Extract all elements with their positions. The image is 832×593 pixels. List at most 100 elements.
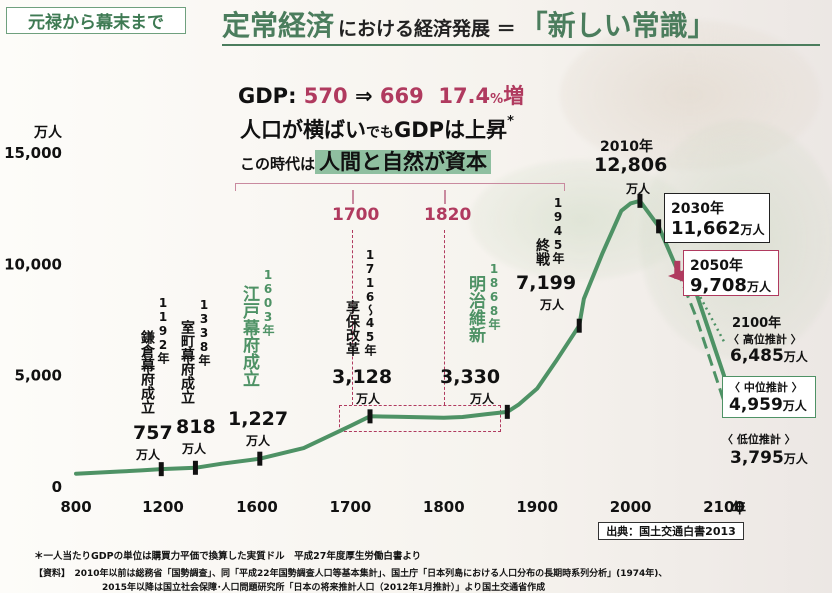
references-line-1: 【資料】 2010年以前は総務省「国勢調査」、同「平成22年国勢調査人口等基本集… xyxy=(34,569,668,579)
year-label-1700: 1700 xyxy=(332,205,380,225)
res-text-a: この時代は xyxy=(240,155,316,173)
series-line-mid xyxy=(74,198,726,476)
pop-text-b: でも xyxy=(366,125,394,141)
x-tick-label: 1600 xyxy=(236,498,278,516)
event-name-edo: 江戸幕府成立 xyxy=(239,285,259,387)
gdp-growth-suffix: 増 xyxy=(503,84,525,108)
y-axis-unit: 万人 xyxy=(34,125,62,141)
unit-kyoho: 万人 xyxy=(356,392,381,406)
event-marker xyxy=(656,219,662,234)
callout-2030-value: 11,662 xyxy=(671,218,741,239)
value-endwar: 7,199 xyxy=(516,272,577,294)
low-estimate-unit: 万人 xyxy=(783,452,808,466)
pop-text-a: 人口が横ばい xyxy=(240,118,366,142)
series-line-low xyxy=(675,269,726,402)
x-tick-label: 2100 xyxy=(703,498,745,516)
value-meiji: 3,330 xyxy=(440,366,501,388)
headline-bracket xyxy=(235,183,565,191)
callout-2050-unit: 万人 xyxy=(746,280,771,294)
stable-period-box xyxy=(339,405,501,432)
y-tick-label: 0 xyxy=(52,478,62,496)
event-name-muromachi: 室町幕府成立 xyxy=(179,320,195,404)
footnote: ＊一人当たりGDPの単位は購買力平価で換算した実質ドル 平成27年度厚生労働白書… xyxy=(34,551,422,562)
high-estimate-unit: 万人 xyxy=(783,350,808,364)
unit-muromachi: 万人 xyxy=(182,442,207,456)
high-estimate-label: 〈 高位推計 〉 xyxy=(728,333,802,346)
gdp-to: 669 xyxy=(379,84,424,108)
low-estimate-value-row: 3,795万人 xyxy=(730,448,808,468)
pop-mark: * xyxy=(507,114,514,129)
x-tick-label: 1900 xyxy=(516,498,558,516)
high-estimate-value-row: 6,485万人 xyxy=(730,346,808,366)
high-estimate-value: 6,485 xyxy=(730,346,784,366)
title-new-common-sense: 「新しい常識」 xyxy=(519,9,716,42)
callout-2050: 2050年 9,708万人 xyxy=(683,250,779,296)
res-text-highlight: 人間と自然が資本 xyxy=(315,150,492,174)
y-tick-label: 15,000 xyxy=(4,144,62,162)
gdp-growth: 17.4 xyxy=(438,84,491,108)
mid-estimate-value: 4,959 xyxy=(729,395,783,415)
value-kamakura: 757 xyxy=(133,422,173,444)
unit-kamakura: 万人 xyxy=(136,448,161,462)
title-middle: における経済発展 ＝ xyxy=(338,18,516,40)
title-underline xyxy=(222,44,820,46)
value-2010: 12,806 xyxy=(594,154,668,176)
event-marker xyxy=(257,451,263,466)
year-label-1820: 1820 xyxy=(424,205,472,225)
bracket-tick-1820 xyxy=(444,190,446,204)
event-marker xyxy=(504,404,510,419)
event-year-endwar: 1945年 xyxy=(551,196,565,264)
resource-headline: この時代は 人間と自然が資本 xyxy=(240,146,492,176)
dashed-line-1820 xyxy=(444,230,445,405)
x-axis-unit: 年 xyxy=(732,501,746,517)
callout-2050-value: 9,708 xyxy=(690,275,747,296)
mid-estimate-box: 〈 中位推計 〉 4,959万人 xyxy=(722,376,816,418)
event-marker xyxy=(158,462,164,477)
event-year-kyoho: 1716～45年 xyxy=(363,248,377,356)
event-marker xyxy=(637,193,643,208)
bracket-tick-1700 xyxy=(352,190,354,204)
pop-text-c: GDPは上昇 xyxy=(394,118,508,142)
gdp-growth-unit: % xyxy=(490,92,504,107)
mid-estimate-unit: 万人 xyxy=(782,399,807,413)
unit-edo: 万人 xyxy=(246,434,271,448)
unit-2010: 万人 xyxy=(626,182,651,196)
event-name-kyoho: 享保改革 xyxy=(344,300,360,356)
y-tick-label: 10,000 xyxy=(4,255,62,273)
event-marker xyxy=(192,460,198,475)
dashed-line-1700 xyxy=(352,230,353,405)
callout-2030-unit: 万人 xyxy=(740,223,765,237)
year-2010: 2010年 xyxy=(600,139,653,155)
callout-2030: 2030年 11,662万人 xyxy=(664,193,770,243)
event-name-endwar: 終戦 xyxy=(534,238,550,266)
x-tick-label: 1800 xyxy=(423,498,465,516)
gdp-from: 570 xyxy=(303,84,348,108)
event-marker xyxy=(576,318,582,333)
event-name-kamakura: 鎌倉幕府成立 xyxy=(139,330,155,414)
x-tick-label: 1200 xyxy=(142,498,184,516)
arrow-icon: ⇒ xyxy=(354,84,373,108)
event-year-meiji: 1868年 xyxy=(487,262,501,330)
callout-2050-pointer xyxy=(668,270,684,282)
gdp-label: GDP xyxy=(238,84,289,108)
gdp-headline: GDP: 570 ⇒ 669 17.4%増 xyxy=(238,80,524,110)
low-estimate-label: 〈 低位推計 〉 xyxy=(722,433,796,446)
era-tag: 元禄から幕末まで xyxy=(6,7,186,34)
gdp-colon: : xyxy=(288,84,297,108)
event-name-meiji: 明治維新 xyxy=(465,275,485,343)
x-tick-label: 1700 xyxy=(330,498,372,516)
x-tick-label: 2000 xyxy=(610,498,652,516)
unit-meiji: 万人 xyxy=(470,392,495,406)
series-line-high xyxy=(676,268,726,343)
event-marker-2050 xyxy=(674,260,681,279)
population-headline: 人口が横ばいでもGDPは上昇* xyxy=(240,114,514,144)
title-steady-economy: 定常経済 xyxy=(222,9,335,42)
low-estimate-value: 3,795 xyxy=(730,448,784,468)
value-edo: 1,227 xyxy=(228,408,289,430)
y-tick-label: 5,000 xyxy=(15,367,62,385)
label-2100: 2100年 xyxy=(732,316,782,331)
event-year-muromachi: 1338年 xyxy=(197,298,211,366)
event-year-edo: 1603年 xyxy=(261,268,275,336)
page-title: 定常経済 における経済発展 ＝ 「新しい常識」 xyxy=(222,0,716,44)
